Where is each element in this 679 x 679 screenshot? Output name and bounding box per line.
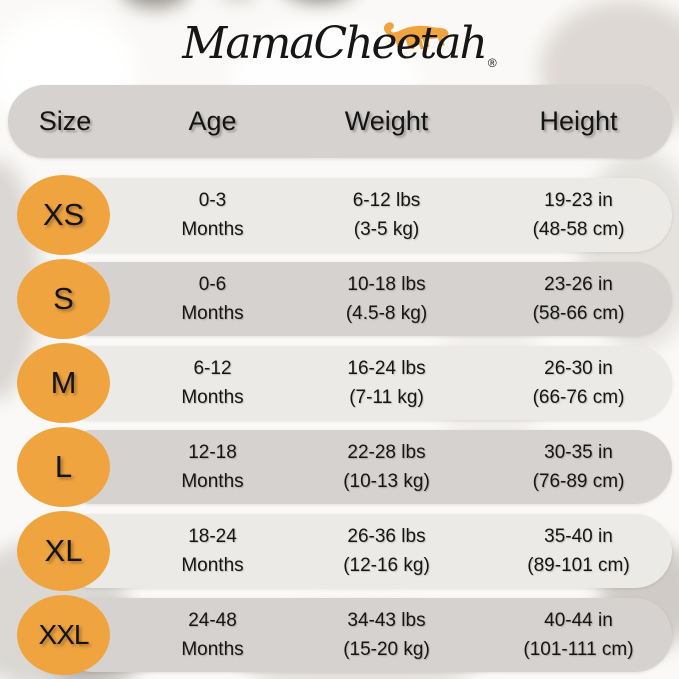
brand-logo: MamaCheetah ® xyxy=(0,4,679,84)
column-header-height: Height xyxy=(539,106,618,136)
column-header-weight: Weight xyxy=(344,106,429,136)
weight-cell: 34-43 lbs (15-20 kg) xyxy=(295,606,478,664)
height-in: 26-30 in xyxy=(544,358,613,379)
weight-kg: (10-13 kg) xyxy=(343,471,430,492)
age-unit: Months xyxy=(181,471,244,492)
table-row: 24-48 Months 34-43 lbs (15-20 kg) 40-44 … xyxy=(0,595,679,675)
height-in: 19-23 in xyxy=(544,190,613,211)
age-cell: 12-18 Months xyxy=(130,438,295,496)
weight-lbs: 16-24 lbs xyxy=(347,358,426,379)
age-cell: 24-48 Months xyxy=(130,606,295,664)
weight-cell: 16-24 lbs (7-11 kg) xyxy=(295,354,478,412)
weight-cell: 26-36 lbs (12-16 kg) xyxy=(295,522,478,580)
row-pill xyxy=(55,514,672,588)
size-badge: XXL xyxy=(17,595,110,675)
row-pill xyxy=(55,430,672,504)
height-cm: (101-111 cm) xyxy=(523,639,634,660)
height-cell: 19-23 in (48-58 cm) xyxy=(478,186,679,244)
age-unit: Months xyxy=(181,219,244,240)
cheetah-logo-icon xyxy=(383,22,449,50)
weight-kg: (15-20 kg) xyxy=(343,639,430,660)
weight-kg: (3-5 kg) xyxy=(353,219,420,240)
weight-lbs: 6-12 lbs xyxy=(352,190,421,211)
weight-kg: (12-16 kg) xyxy=(343,555,430,576)
weight-kg: (7-11 kg) xyxy=(349,387,424,408)
row-pill xyxy=(55,346,672,420)
height-cell: 30-35 in (76-89 cm) xyxy=(478,438,679,496)
height-cm: (76-89 cm) xyxy=(532,471,625,492)
height-cell: 35-40 in (89-101 cm) xyxy=(478,522,679,580)
age-unit: Months xyxy=(181,303,244,324)
row-pill xyxy=(55,178,672,252)
age-cell: 0-6 Months xyxy=(130,270,295,328)
age-range: 12-18 xyxy=(188,442,237,463)
size-badge: S xyxy=(17,259,110,339)
height-in: 40-44 in xyxy=(544,610,613,631)
weight-lbs: 10-18 lbs xyxy=(347,274,426,295)
row-pill xyxy=(55,598,672,672)
table-row: 0-3 Months 6-12 lbs (3-5 kg) 19-23 in (4… xyxy=(0,175,679,255)
height-cm: (48-58 cm) xyxy=(532,219,625,240)
background-blob xyxy=(120,0,190,8)
weight-cell: 10-18 lbs (4.5-8 kg) xyxy=(295,270,478,328)
brand-logo-text: MamaCheetah xyxy=(182,18,488,69)
height-in: 35-40 in xyxy=(544,526,613,547)
table-row: 6-12 Months 16-24 lbs (7-11 kg) 26-30 in… xyxy=(0,343,679,423)
column-header-age: Age xyxy=(188,106,237,136)
age-range: 18-24 xyxy=(188,526,237,547)
weight-cell: 22-28 lbs (10-13 kg) xyxy=(295,438,478,496)
height-in: 30-35 in xyxy=(544,442,613,463)
weight-lbs: 26-36 lbs xyxy=(347,526,426,547)
size-badge: M xyxy=(17,343,110,423)
height-cm: (58-66 cm) xyxy=(532,303,625,324)
background-blob xyxy=(280,0,358,2)
age-unit: Months xyxy=(181,387,244,408)
age-range: 24-48 xyxy=(188,610,237,631)
size-badge: L xyxy=(17,427,110,507)
age-range: 0-3 xyxy=(198,190,227,211)
height-cm: (66-76 cm) xyxy=(532,387,625,408)
table-row: 12-18 Months 22-28 lbs (10-13 kg) 30-35 … xyxy=(0,427,679,507)
height-in: 23-26 in xyxy=(544,274,613,295)
table-row: 18-24 Months 26-36 lbs (12-16 kg) 35-40 … xyxy=(0,511,679,591)
weight-lbs: 22-28 lbs xyxy=(347,442,426,463)
header-pill xyxy=(8,85,672,158)
height-cell: 26-30 in (66-76 cm) xyxy=(478,354,679,412)
age-cell: 6-12 Months xyxy=(130,354,295,412)
height-cell: 23-26 in (58-66 cm) xyxy=(478,270,679,328)
table-row: 0-6 Months 10-18 lbs (4.5-8 kg) 23-26 in… xyxy=(0,259,679,339)
weight-lbs: 34-43 lbs xyxy=(347,610,426,631)
column-header-size: Size xyxy=(38,106,92,136)
age-unit: Months xyxy=(181,639,244,660)
age-range: 0-6 xyxy=(198,274,227,295)
height-cell: 40-44 in (101-111 cm) xyxy=(478,606,679,664)
age-cell: 18-24 Months xyxy=(130,522,295,580)
size-badge: XS xyxy=(17,175,110,255)
weight-kg: (4.5-8 kg) xyxy=(345,303,428,324)
height-cm: (89-101 cm) xyxy=(527,555,630,576)
row-pill xyxy=(55,262,672,336)
registered-trademark: ® xyxy=(487,56,497,70)
age-cell: 0-3 Months xyxy=(130,186,295,244)
size-badge: XL xyxy=(17,511,110,591)
table-header-row: Size Age Weight Height xyxy=(0,85,679,158)
age-range: 6-12 xyxy=(193,358,232,379)
age-unit: Months xyxy=(181,555,244,576)
weight-cell: 6-12 lbs (3-5 kg) xyxy=(295,186,478,244)
